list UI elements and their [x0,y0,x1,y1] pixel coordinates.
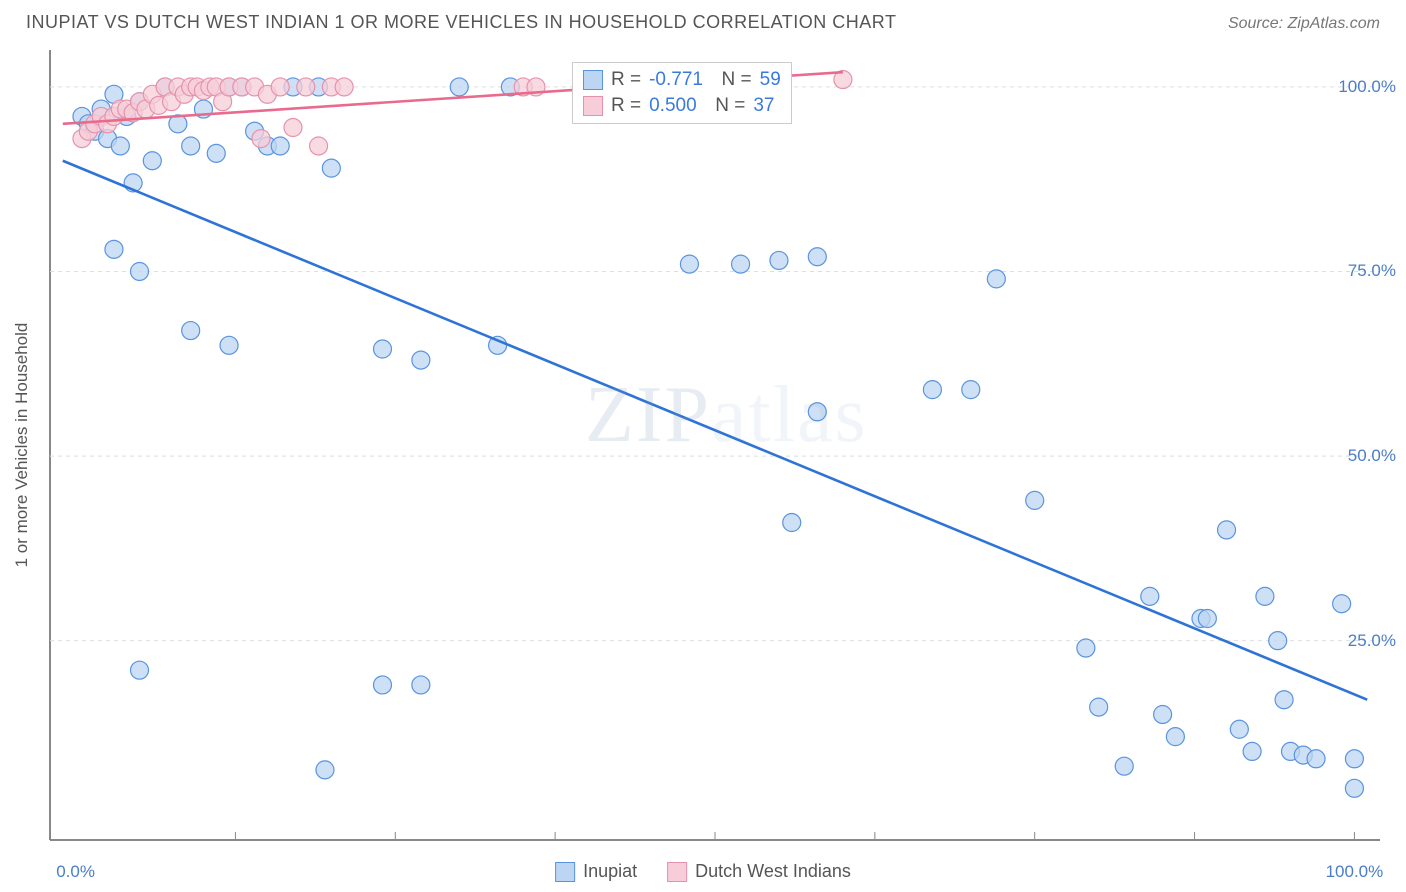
legend-item: Inupiat [555,861,637,882]
y-tick-label: 75.0% [1348,261,1396,281]
r-label: R = [611,67,641,93]
series-swatch [555,862,575,882]
y-tick-label: 25.0% [1348,631,1396,651]
n-value: 59 [760,67,781,93]
stats-row: R = 0.500 N = 37 [583,93,781,119]
series-legend: Inupiat Dutch West Indians [555,861,851,882]
x-tick-label: 100.0% [1326,862,1384,882]
series-swatch [583,70,603,90]
n-label: N = [711,67,752,93]
y-tick-label: 50.0% [1348,446,1396,466]
series-name: Inupiat [583,861,637,882]
n-label: N = [705,93,746,119]
n-value: 37 [753,93,774,119]
scatter-chart [0,0,1406,892]
stats-row: R = -0.771 N = 59 [583,67,781,93]
y-tick-label: 100.0% [1338,77,1396,97]
r-value: -0.771 [649,67,703,93]
stats-legend: R = -0.771 N = 59R = 0.500 N = 37 [572,62,792,124]
series-swatch [583,96,603,116]
legend-item: Dutch West Indians [667,861,851,882]
r-value: 0.500 [649,93,697,119]
r-label: R = [611,93,641,119]
series-swatch [667,862,687,882]
x-tick-label: 0.0% [56,862,95,882]
series-name: Dutch West Indians [695,861,851,882]
